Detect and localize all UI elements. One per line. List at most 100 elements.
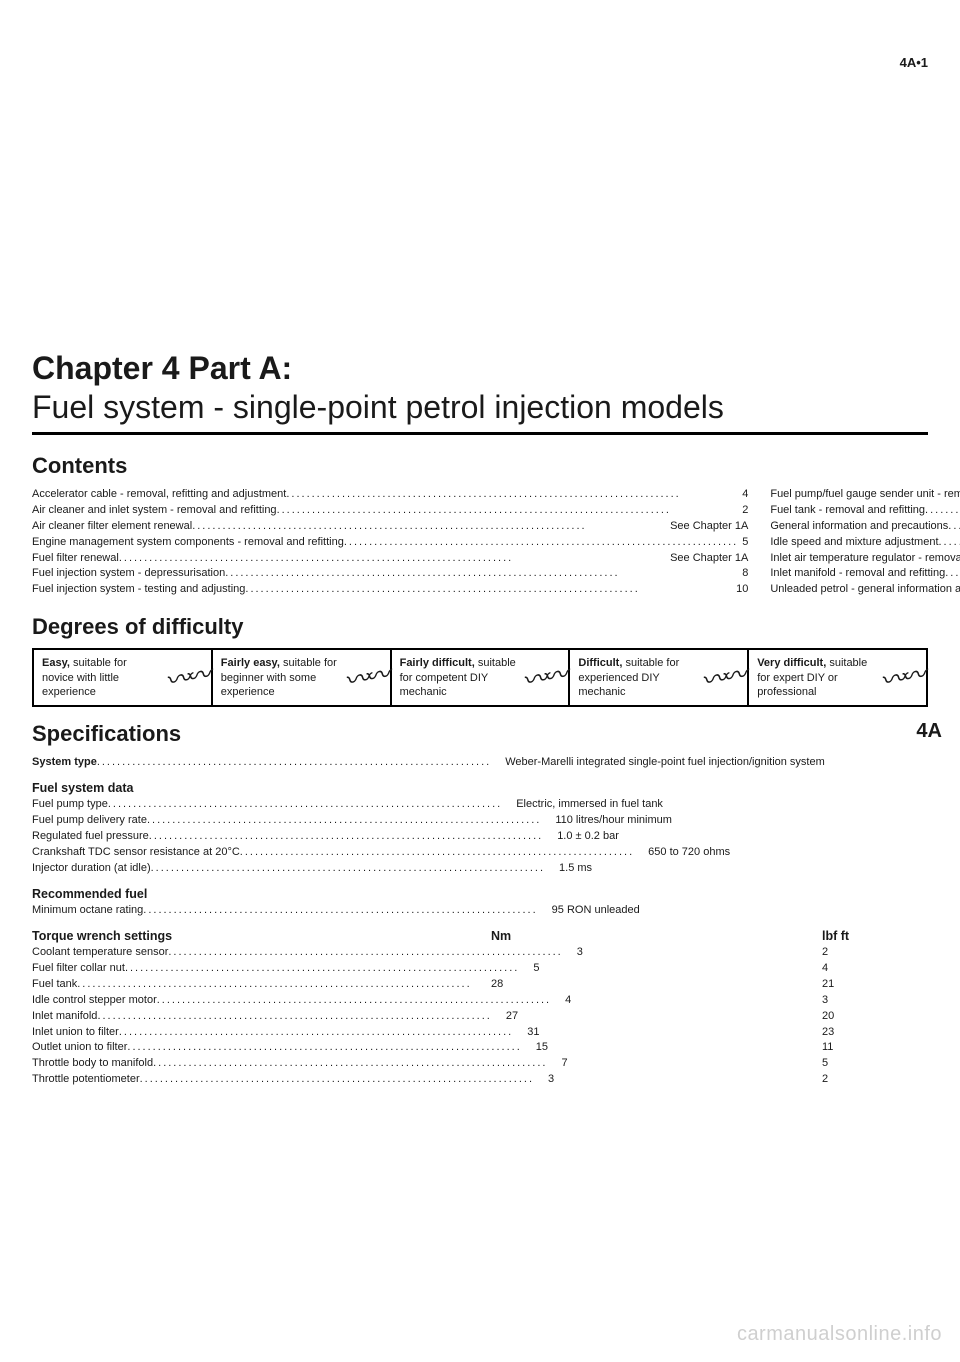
torque-nm: 7 bbox=[547, 1056, 808, 1072]
dot-leader bbox=[168, 945, 562, 961]
spec-value: Electric, immersed in fuel tank bbox=[502, 797, 928, 813]
torque-lbf: 4 bbox=[808, 961, 928, 977]
spec-value: 1.5 ms bbox=[545, 861, 928, 877]
contents-item-ref: See Chapter 1A bbox=[666, 519, 748, 535]
dot-leader bbox=[140, 1072, 534, 1088]
torque-lbf: 23 bbox=[808, 1025, 928, 1041]
torque-row: Fuel tank2821 bbox=[32, 977, 928, 993]
dot-leader bbox=[939, 535, 960, 551]
torque-lbf-heading: lbf ft bbox=[808, 929, 928, 943]
torque-nm: 31 bbox=[513, 1025, 808, 1041]
torque-nm: 27 bbox=[492, 1009, 808, 1025]
dot-leader bbox=[240, 845, 634, 861]
spec-row: Crankshaft TDC sensor resistance at 20°C… bbox=[32, 845, 928, 861]
torque-nm: 28 bbox=[477, 977, 808, 993]
torque-row: Inlet manifold2720 bbox=[32, 1009, 928, 1025]
spec-label: Fuel pump type bbox=[32, 797, 108, 813]
dot-leader bbox=[97, 1009, 491, 1025]
contents-item-ref: 5 bbox=[738, 535, 748, 551]
system-type-value: Weber-Marelli integrated single-point fu… bbox=[491, 755, 928, 771]
torque-label: Throttle body to manifold bbox=[32, 1056, 153, 1072]
contents-item-ref: 10 bbox=[732, 582, 748, 598]
spec-row: Fuel pump type Electric, immersed in fuel… bbox=[32, 797, 928, 813]
specs-heading: Specifications bbox=[32, 721, 928, 747]
difficulty-heading: Degrees of difficulty bbox=[32, 614, 928, 640]
difficulty-cell: Easy, suitable for novice with little ex… bbox=[34, 650, 213, 705]
spec-value: 650 to 720 ohms bbox=[634, 845, 928, 861]
spec-row: Injector duration (at idle) 1.5 ms bbox=[32, 861, 928, 877]
dot-leader bbox=[153, 1056, 547, 1072]
torque-lbf: 11 bbox=[808, 1040, 928, 1056]
difficulty-wrench-icon: 〰〰 bbox=[520, 662, 564, 695]
torque-row: Outlet union to filter1511 bbox=[32, 1040, 928, 1056]
spec-label: Injector duration (at idle) bbox=[32, 861, 151, 877]
dot-leader bbox=[77, 977, 477, 993]
torque-label: Fuel filter collar nut bbox=[32, 961, 125, 977]
contents-item: Fuel injection system - depressurisation… bbox=[32, 566, 748, 582]
contents-item: Engine management system components - re… bbox=[32, 535, 748, 551]
difficulty-text: Fairly difficult, suitable for competent… bbox=[400, 656, 517, 699]
torque-label: Outlet union to filter bbox=[32, 1040, 127, 1056]
rec-fuel-value: 95 RON unleaded bbox=[538, 903, 928, 919]
divider bbox=[32, 432, 928, 435]
difficulty-cell: Fairly difficult, suitable for competent… bbox=[392, 650, 571, 705]
dot-leader bbox=[119, 551, 666, 567]
contents-item-ref: See Chapter 1A bbox=[666, 551, 748, 567]
dot-leader bbox=[108, 797, 502, 813]
chapter-prefix: Chapter 4 Part A: bbox=[32, 350, 292, 386]
dot-leader bbox=[97, 755, 491, 771]
dot-leader bbox=[948, 519, 960, 535]
spec-value: 110 litres/hour minimum bbox=[541, 813, 928, 829]
torque-row: Coolant temperature sensor32 bbox=[32, 945, 928, 961]
spec-value: 1.0 ± 0.2 bar bbox=[543, 829, 928, 845]
contents-item-label: Unleaded petrol - general information an… bbox=[770, 582, 960, 598]
contents-item-label: Fuel tank - removal and refitting bbox=[770, 503, 925, 519]
contents-table: Accelerator cable - removal, refitting a… bbox=[32, 487, 928, 599]
dot-leader bbox=[192, 519, 666, 535]
difficulty-text: Difficult, suitable for experienced DIY … bbox=[578, 656, 695, 699]
contents-item-label: Air cleaner filter element renewal bbox=[32, 519, 192, 535]
torque-row: Throttle potentiometer32 bbox=[32, 1072, 928, 1088]
torque-label: Throttle potentiometer bbox=[32, 1072, 140, 1088]
contents-item: Air cleaner and inlet system - removal a… bbox=[32, 503, 748, 519]
torque-row: Fuel filter collar nut 54 bbox=[32, 961, 928, 977]
contents-item: Fuel tank - removal and refitting7 bbox=[770, 503, 960, 519]
dot-leader bbox=[225, 566, 738, 582]
rec-fuel-heading: Recommended fuel bbox=[32, 887, 928, 901]
difficulty-cell: Difficult, suitable for experienced DIY … bbox=[570, 650, 749, 705]
difficulty-text: Very difficult, suitable for expert DIY … bbox=[757, 656, 874, 699]
contents-item-label: Idle speed and mixture adjustment bbox=[770, 535, 938, 551]
difficulty-wrench-icon: 〰〰 bbox=[699, 662, 743, 695]
contents-item: Unleaded petrol - general information an… bbox=[770, 582, 960, 598]
fuel-data-heading: Fuel system data bbox=[32, 781, 928, 795]
torque-nm: 4 bbox=[551, 993, 808, 1009]
contents-item: Inlet air temperature regulator - remova… bbox=[770, 551, 960, 567]
dot-leader bbox=[157, 993, 551, 1009]
torque-lbf: 5 bbox=[808, 1056, 928, 1072]
torque-label: Fuel tank bbox=[32, 977, 77, 993]
system-type-row: System type Weber-Marelli integrated sin… bbox=[32, 755, 928, 771]
watermark: carmanualsonline.info bbox=[737, 1323, 942, 1346]
spec-row: Fuel pump delivery rate 110 litres/hour m… bbox=[32, 813, 928, 829]
difficulty-cell: Very difficult, suitable for expert DIY … bbox=[749, 650, 926, 705]
difficulty-wrench-icon: 〰〰 bbox=[163, 662, 207, 695]
torque-lbf: 20 bbox=[808, 1009, 928, 1025]
page-number: 4A•1 bbox=[32, 55, 928, 70]
chapter-heading: Chapter 4 Part A: bbox=[32, 350, 928, 387]
contents-item-label: Fuel pump/fuel gauge sender unit - remov… bbox=[770, 487, 960, 503]
side-tab: 4A bbox=[916, 720, 942, 743]
rec-fuel-label: Minimum octane rating bbox=[32, 903, 143, 919]
contents-item: Fuel filter renewalSee Chapter 1A bbox=[32, 551, 748, 567]
difficulty-box: Easy, suitable for novice with little ex… bbox=[32, 648, 928, 707]
contents-item-label: Fuel injection system - testing and adju… bbox=[32, 582, 245, 598]
torque-nm: 5 bbox=[519, 961, 808, 977]
contents-item-ref: 2 bbox=[738, 503, 748, 519]
torque-label: Inlet union to filter bbox=[32, 1025, 119, 1041]
difficulty-text: Easy, suitable for novice with little ex… bbox=[42, 656, 159, 699]
torque-label: Idle control stepper motor bbox=[32, 993, 157, 1009]
dot-leader bbox=[286, 487, 738, 503]
contents-item: Fuel pump/fuel gauge sender unit - remov… bbox=[770, 487, 960, 503]
contents-item-ref: 8 bbox=[738, 566, 748, 582]
dot-leader bbox=[151, 861, 545, 877]
spec-label: Fuel pump delivery rate bbox=[32, 813, 147, 829]
